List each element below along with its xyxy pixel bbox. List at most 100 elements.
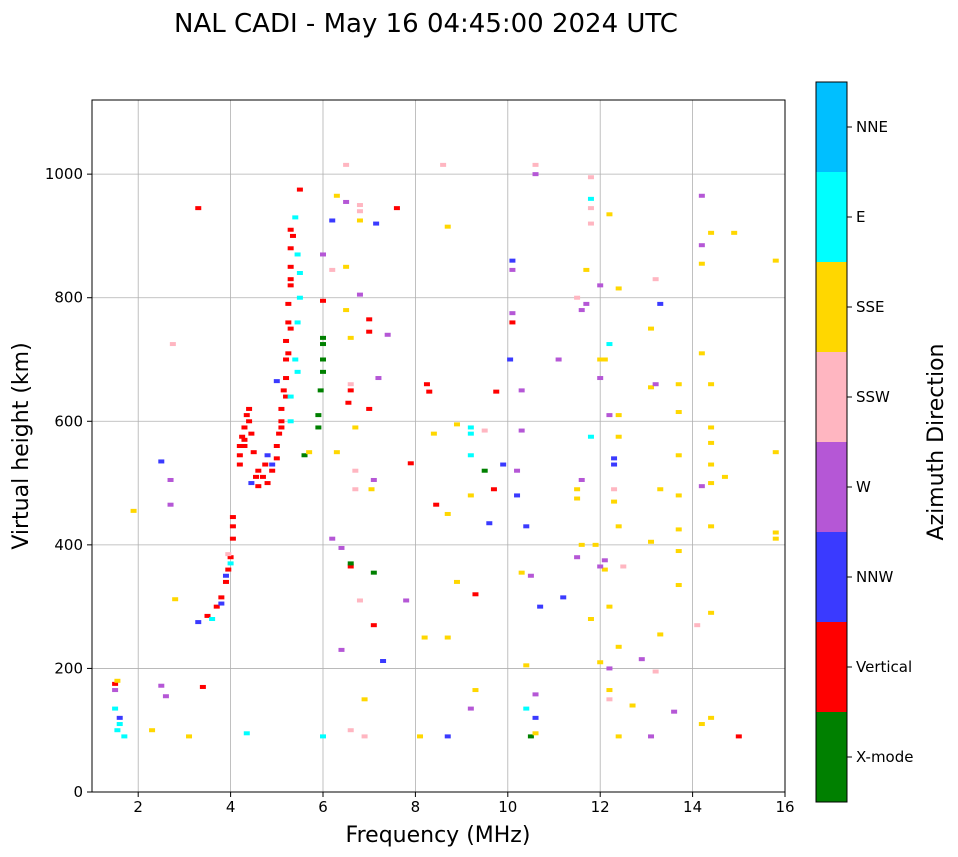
data-point-sse [186,734,193,739]
data-point-sse [149,728,156,733]
data-point-w [158,683,165,688]
colorbar-segment [816,262,847,352]
data-point-sse [333,450,340,455]
data-point-nnw [507,357,514,362]
data-point-sse [583,267,590,272]
data-point-sse [523,663,530,668]
data-point-x-mode [320,342,326,347]
data-point-nnw [444,734,451,739]
data-point-ssw [532,162,539,167]
data-point-vertical [320,298,326,303]
data-point-sse [130,508,137,513]
data-point-sse [698,722,705,727]
data-point-sse [114,678,121,683]
y-tick-label: 0 [73,783,83,801]
data-point-nnw [500,462,507,467]
data-point-ssw [611,487,618,492]
data-point-x-mode [481,468,488,473]
data-point-sse [675,382,682,387]
data-point-w [375,376,382,381]
colorbar-segment [816,532,847,622]
data-point-w [403,598,410,603]
x-tick-label: 12 [591,798,610,816]
data-point-sse [675,493,682,498]
y-tick-label: 400 [54,536,83,554]
data-point-x-mode [527,734,534,739]
data-point-sse [453,579,460,584]
data-point-vertical [241,425,248,430]
data-point-nnw [248,481,255,486]
data-point-vertical [423,382,430,387]
data-point-vertical [283,376,290,381]
data-point-w [320,252,326,257]
data-point-ssw [169,342,176,347]
data-point-e [320,734,326,739]
data-point-w [162,694,169,699]
data-point-w [698,243,705,248]
data-point-vertical [287,283,294,288]
data-point-sse [421,635,428,640]
data-point-nnw [218,601,225,606]
data-point-sse [708,440,715,445]
data-point-e [467,431,474,436]
y-tick-label: 200 [54,659,83,677]
data-point-w [601,558,608,563]
colorbar-segment [816,442,847,532]
data-point-sse [615,413,622,418]
data-point-vertical [276,431,283,436]
data-point-x-mode [320,335,326,340]
data-point-w [514,468,521,473]
data-point-w [518,388,525,393]
data-point-ssw [481,428,488,433]
data-point-w [597,283,604,288]
data-point-nnw [560,595,567,600]
data-point-sse [675,527,682,532]
data-point-vertical [287,246,294,251]
data-point-ssw [347,382,354,387]
data-point-vertical [236,453,243,458]
data-point-sse [597,357,604,362]
data-point-sse [601,357,608,362]
data-point-nnw [329,218,336,223]
data-point-sse [361,697,368,702]
data-point-vertical [493,389,500,394]
colorbar-tick-label: NNE [856,118,888,136]
colorbar-segment [816,712,847,802]
data-point-vertical [227,555,234,560]
data-point-sse [772,536,779,541]
y-tick-label: 800 [54,289,83,307]
data-point-sse [611,499,618,504]
data-point-vertical [236,444,243,448]
data-point-nnw [222,573,229,578]
data-point-w [578,477,585,482]
data-point-sse [721,474,728,479]
data-point-x-mode [320,369,326,374]
data-point-ssw [652,277,659,282]
data-point-vertical [273,456,280,461]
data-point-sse [772,450,779,455]
data-point-sse [708,462,715,467]
data-point-sse [708,425,715,430]
data-point-sse [472,688,479,693]
data-point-e [294,369,301,374]
data-point-vertical [347,564,354,569]
data-point-ssw [329,267,336,272]
data-point-vertical [112,681,119,686]
data-point-sse [731,230,738,235]
data-point-sse [343,308,350,313]
data-point-nnw [611,456,618,461]
data-point-sse [675,549,682,554]
data-point-sse [356,218,363,223]
data-point-vertical [213,604,220,609]
data-point-w [356,292,363,297]
data-point-sse [587,617,594,621]
data-point-sse [708,524,715,529]
data-point-e [114,728,121,733]
data-point-sse [574,496,581,501]
data-point-sse [444,511,451,516]
data-point-sse [657,632,664,637]
data-point-sse [592,542,599,547]
x-tick-label: 4 [226,798,236,816]
data-point-vertical [243,413,250,418]
